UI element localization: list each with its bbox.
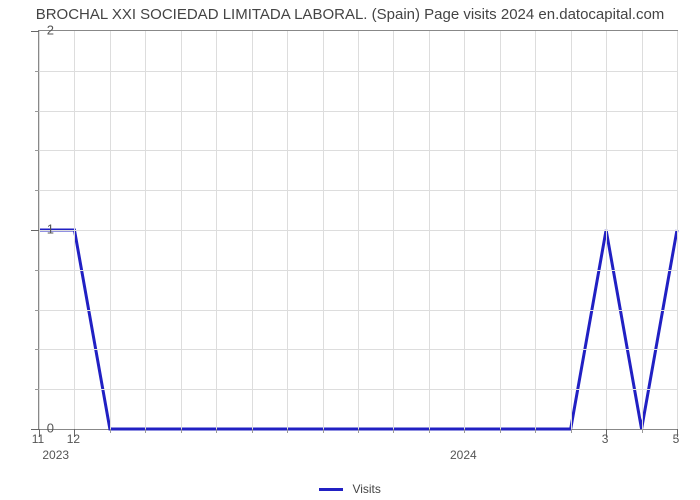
x-axis-label: 5	[673, 432, 680, 446]
gridline-horizontal-minor	[39, 71, 677, 72]
gridline-horizontal-minor	[39, 190, 677, 191]
legend: Visits	[0, 481, 700, 496]
x-minor-tick	[216, 429, 217, 433]
x-minor-tick	[287, 429, 288, 433]
y-axis-label: 1	[34, 222, 54, 237]
x-minor-tick	[429, 429, 430, 433]
gridline-horizontal	[39, 230, 677, 231]
x-minor-tick	[393, 429, 394, 433]
x-minor-tick	[535, 429, 536, 433]
gridline-horizontal-minor	[39, 150, 677, 151]
legend-label: Visits	[352, 482, 380, 496]
x-minor-tick	[110, 429, 111, 433]
x-minor-tick	[571, 429, 572, 433]
plot-area	[38, 30, 678, 430]
x-axis-label: 3	[602, 432, 609, 446]
x-minor-tick	[181, 429, 182, 433]
x-axis-label: 11	[32, 432, 44, 446]
gridline-horizontal-minor	[39, 389, 677, 390]
x-minor-tick	[252, 429, 253, 433]
gridline-horizontal-minor	[39, 310, 677, 311]
gridline-horizontal-minor	[39, 111, 677, 112]
gridline-horizontal-minor	[39, 349, 677, 350]
x-minor-tick	[358, 429, 359, 433]
legend-swatch	[319, 488, 343, 491]
chart-container: BROCHAL XXI SOCIEDAD LIMITADA LABORAL. (…	[0, 0, 700, 500]
gridline-vertical	[677, 31, 678, 429]
x-minor-tick	[642, 429, 643, 433]
gridline-horizontal-minor	[39, 270, 677, 271]
x-minor-tick	[323, 429, 324, 433]
chart-title: BROCHAL XXI SOCIEDAD LIMITADA LABORAL. (…	[0, 6, 700, 23]
x-minor-tick	[464, 429, 465, 433]
x-minor-tick	[500, 429, 501, 433]
x-axis-label: 12	[67, 432, 80, 446]
x-axis-group-label: 2024	[450, 448, 477, 462]
x-axis-group-label: 2023	[42, 448, 69, 462]
x-minor-tick	[145, 429, 146, 433]
y-axis-label: 2	[34, 23, 54, 38]
